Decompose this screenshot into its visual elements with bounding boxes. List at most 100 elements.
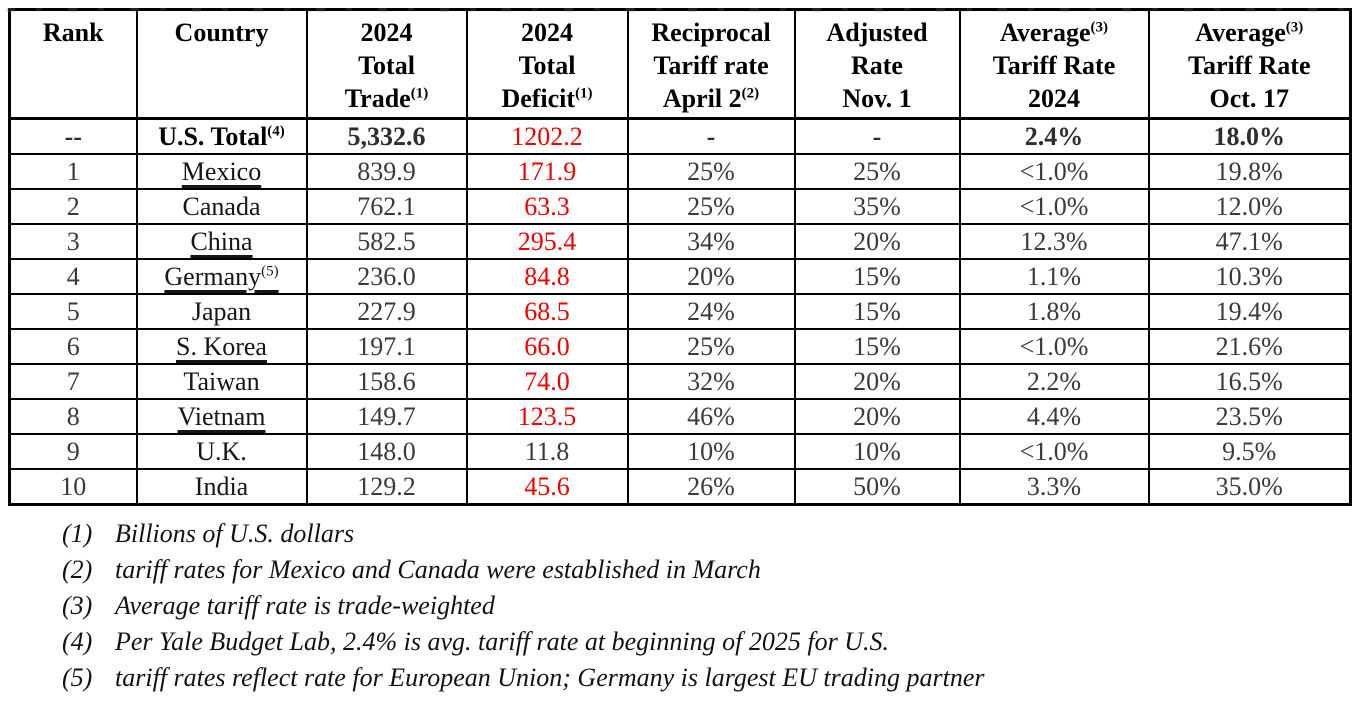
cell-rank: 8 [8,398,138,435]
cell-total-deficit: 11.8 [465,433,629,470]
cell-total-deficit: 63.3 [465,188,629,225]
table-row-japan: 5 Japan 227.9 68.5 24% 15% 1.8% 19.4% [8,293,1352,330]
cell-rank: 7 [8,363,138,400]
cell-country: Mexico [135,153,308,190]
table-row-germany: 4 Germany(5) 236.0 84.8 20% 15% 1.1% 10.… [8,258,1352,295]
cell-total-trade: 129.2 [305,468,468,506]
cell-reciprocal-tariff: - [626,117,796,155]
cell-reciprocal-tariff: 10% [626,433,796,470]
cell-country: Vietnam [135,398,308,435]
cell-avg-oct17: 47.1% [1147,223,1352,260]
cell-avg-2024: <1.0% [958,328,1150,365]
cell-total-trade: 5,332.6 [305,117,468,155]
cell-avg-oct17: 19.4% [1147,293,1352,330]
table-row-uk: 9 U.K. 148.0 11.8 10% 10% <1.0% 9.5% [8,433,1352,470]
cell-rank: 4 [8,258,138,295]
col-header-rank: Rank [8,8,138,120]
cell-adjusted-rate: - [793,117,961,155]
table-row-s-korea: 6 S. Korea 197.1 66.0 25% 15% <1.0% 21.6… [8,328,1352,365]
cell-total-trade: 236.0 [305,258,468,295]
footnote-number: (1) [62,519,93,548]
cell-country: Germany(5) [135,258,308,295]
footnote-text: Billions of U.S. dollars [115,519,355,548]
cell-country: China [135,223,308,260]
cell-total-trade: 158.6 [305,363,468,400]
footnote-text: Average tariff rate is trade-weighted [115,591,495,620]
cell-total-trade: 149.7 [305,398,468,435]
cell-avg-oct17: 16.5% [1147,363,1352,400]
cell-total-trade: 148.0 [305,433,468,470]
footnote-2: (2) tariff rates for Mexico and Canada w… [62,552,1358,588]
table-row-canada: 2 Canada 762.1 63.3 25% 35% <1.0% 12.0% [8,188,1352,225]
cell-adjusted-rate: 20% [793,398,961,435]
cell-total-trade: 839.9 [305,153,468,190]
cell-rank: 5 [8,293,138,330]
table-row-taiwan: 7 Taiwan 158.6 74.0 32% 20% 2.2% 16.5% [8,363,1352,400]
cell-total-trade: 582.5 [305,223,468,260]
cell-rank: 2 [8,188,138,225]
cell-avg-oct17: 10.3% [1147,258,1352,295]
header-label: Country [174,18,269,47]
header-row: Rank Country 2024 Total Trade(1) 2024 To… [8,8,1352,120]
footnote-5: (5) tariff rates reflect rate for Europe… [62,660,1358,696]
cell-total-trade: 227.9 [305,293,468,330]
table-row-china: 3 China 582.5 295.4 34% 20% 12.3% 47.1% [8,223,1352,260]
footnote-marker: (2) [741,85,760,102]
cell-reciprocal-tariff: 26% [626,468,796,506]
cell-adjusted-rate: 15% [793,258,961,295]
cell-rank: 9 [8,433,138,470]
cell-total-trade: 197.1 [305,328,468,365]
footnote-marker: (1) [575,85,593,102]
cell-total-trade: 762.1 [305,188,468,225]
cell-country: Canada [135,188,308,225]
cell-adjusted-rate: 50% [793,468,961,506]
cell-avg-2024: <1.0% [958,153,1150,190]
table-row-mexico: 1 Mexico 839.9 171.9 25% 25% <1.0% 19.8% [8,153,1352,190]
cell-adjusted-rate: 25% [793,153,961,190]
footnote-marker: (4) [267,123,285,140]
cell-country: India [135,468,308,506]
clipped-text-remnant [6,8,1346,12]
cell-country: S. Korea [135,328,308,365]
cell-reciprocal-tariff: 20% [626,258,796,295]
footnote-number: (2) [62,555,93,584]
cell-total-deficit: 84.8 [465,258,629,295]
col-header-avg-tariff-oct17: Average(3) Tariff Rate Oct. 17 [1147,8,1352,120]
cell-avg-2024: 12.3% [958,223,1150,260]
cell-country: U.S. Total(4) [135,117,308,155]
footnote-marker: (3) [1090,19,1108,36]
footnote-marker: (5) [261,263,279,280]
cell-reciprocal-tariff: 24% [626,293,796,330]
cell-reciprocal-tariff: 25% [626,188,796,225]
cell-avg-oct17: 12.0% [1147,188,1352,225]
cell-reciprocal-tariff: 25% [626,328,796,365]
footnotes: (1) Billions of U.S. dollars (2) tariff … [62,516,1358,696]
table-row-india: 10 India 129.2 45.6 26% 50% 3.3% 35.0% [8,468,1352,506]
cell-avg-2024: 2.4% [958,117,1150,155]
cell-rank: 6 [8,328,138,365]
cell-reciprocal-tariff: 32% [626,363,796,400]
cell-country: Japan [135,293,308,330]
cell-rank: 1 [8,153,138,190]
cell-avg-2024: <1.0% [958,188,1150,225]
cell-total-deficit: 68.5 [465,293,629,330]
col-header-adjusted-rate: Adjusted Rate Nov. 1 [793,8,961,120]
footnote-4: (4) Per Yale Budget Lab, 2.4% is avg. ta… [62,624,1358,660]
cell-adjusted-rate: 10% [793,433,961,470]
footnote-number: (5) [62,663,93,692]
cell-adjusted-rate: 35% [793,188,961,225]
cell-adjusted-rate: 15% [793,293,961,330]
col-header-total-deficit: 2024 Total Deficit(1) [465,8,629,120]
footnote-number: (4) [62,627,93,656]
col-header-total-trade: 2024 Total Trade(1) [305,8,468,120]
cell-total-deficit: 171.9 [465,153,629,190]
tariff-table: Rank Country 2024 Total Trade(1) 2024 To… [8,8,1352,506]
cell-avg-oct17: 18.0% [1147,117,1352,155]
cell-total-deficit: 295.4 [465,223,629,260]
cell-total-deficit: 123.5 [465,398,629,435]
footnote-text: tariff rates reflect rate for European U… [115,663,985,692]
cell-reciprocal-tariff: 46% [626,398,796,435]
cell-rank: -- [8,117,138,155]
cell-total-deficit: 74.0 [465,363,629,400]
table-row-us-total: -- U.S. Total(4) 5,332.6 1202.2 - - 2.4%… [8,117,1352,155]
